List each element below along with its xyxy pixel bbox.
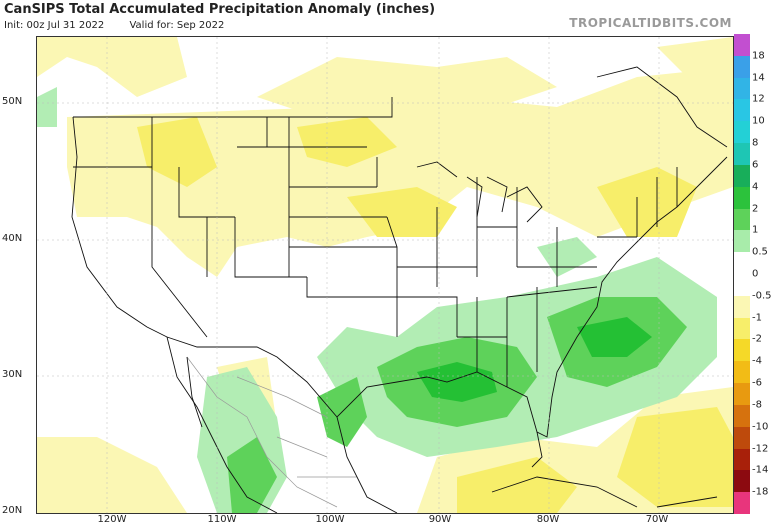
- colorbar-segment: [734, 361, 750, 384]
- colorbar-segment: [734, 164, 750, 188]
- brand-watermark: TROPICALTIDBITS.COM: [569, 16, 732, 30]
- lat-label-40n: 40N: [2, 233, 23, 244]
- colorbar-label: -2: [752, 333, 762, 345]
- colorbar-segment: [734, 317, 750, 340]
- lon-label-90w: 90W: [428, 514, 452, 525]
- colorbar-segment: [734, 121, 750, 144]
- lon-label-120w: 120W: [97, 514, 127, 525]
- colorbar-segment: [734, 274, 750, 297]
- colorbar-segment: [734, 186, 750, 210]
- colorbar-segment: [734, 492, 750, 515]
- colorbar-label: -8: [752, 399, 762, 411]
- colorbar-segment: [734, 208, 750, 231]
- lat-label-50n: 50N: [2, 96, 23, 107]
- dry-mid-areas: [137, 117, 733, 513]
- colorbar-label: 2: [752, 203, 759, 215]
- precipitation-anomaly-map: [36, 36, 734, 514]
- lat-label-20n: 20N: [2, 505, 23, 516]
- colorbar-label: -6: [752, 377, 762, 389]
- colorbar-segment: [734, 143, 750, 166]
- colorbar-segment: [734, 252, 750, 275]
- lon-label-100w: 100W: [315, 514, 345, 525]
- colorbar-label: 18: [752, 50, 765, 62]
- colorbar-segment: [734, 470, 750, 493]
- colorbar-label: -4: [752, 355, 762, 367]
- graticule: [37, 37, 733, 513]
- colorbar: [734, 34, 750, 515]
- colorbar-label: 0: [752, 268, 759, 280]
- colorbar-segment: [734, 404, 750, 428]
- lon-label-110w: 110W: [207, 514, 237, 525]
- colorbar-segment: [734, 77, 750, 100]
- lon-label-80w: 80W: [536, 514, 560, 525]
- colorbar-segment: [734, 383, 750, 406]
- colorbar-label: -1: [752, 312, 762, 324]
- colorbar-label: -14: [752, 464, 769, 476]
- colorbar-segment: [734, 99, 750, 122]
- colorbar-label: 10: [752, 115, 765, 127]
- colorbar-label: 14: [752, 72, 765, 84]
- colorbar-segment: [734, 230, 750, 253]
- colorbar-segment: [734, 34, 750, 57]
- colorbar-label: 1: [752, 224, 759, 236]
- init-time: Init: 00z Jul 31 2022: [4, 20, 105, 31]
- colorbar-label: -18: [752, 486, 769, 498]
- colorbar-segment: [734, 339, 750, 362]
- colorbar-label: 12: [752, 93, 765, 105]
- colorbar-label: 0.5: [752, 246, 768, 258]
- colorbar-label: 4: [752, 181, 759, 193]
- colorbar-label: -12: [752, 443, 769, 455]
- map-title: CanSIPS Total Accumulated Precipitation …: [4, 2, 436, 17]
- colorbar-label: -10: [752, 421, 769, 433]
- colorbar-label: -0.5: [752, 290, 772, 302]
- colorbar-label: 8: [752, 137, 759, 149]
- lon-label-70w: 70W: [645, 514, 669, 525]
- valid-time: Valid for: Sep 2022: [129, 20, 225, 31]
- coastlines: [166, 66, 728, 513]
- map-subtitle: Init: 00z Jul 31 2022 Valid for: Sep 202…: [4, 20, 246, 31]
- colorbar-segment: [734, 295, 750, 319]
- colorbar-segment: [734, 448, 750, 471]
- colorbar-label: 6: [752, 159, 759, 171]
- colorbar-segment: [734, 55, 750, 79]
- state-boundaries: [71, 97, 728, 438]
- colorbar-segment: [734, 426, 750, 450]
- lat-label-30n: 30N: [2, 369, 23, 380]
